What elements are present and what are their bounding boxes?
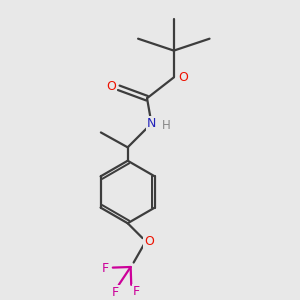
Text: N: N [147,117,156,130]
Text: H: H [162,118,171,131]
Text: F: F [102,262,109,275]
Text: O: O [144,235,154,248]
Text: F: F [112,286,119,299]
Text: O: O [178,71,188,84]
Text: F: F [133,285,140,298]
Text: O: O [106,80,116,93]
